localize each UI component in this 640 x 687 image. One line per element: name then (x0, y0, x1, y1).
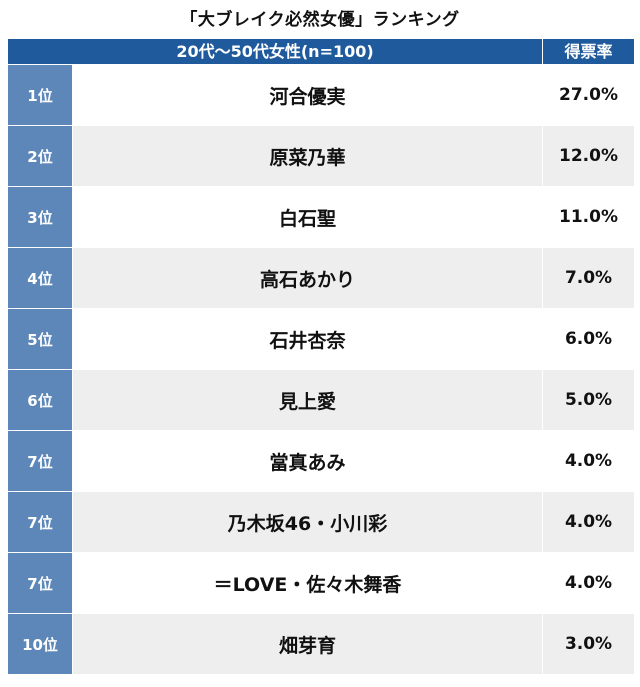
rank-cell: 5位 (7, 308, 73, 370)
actress-name-cell: 白石聖 (71, 186, 544, 248)
ranking-table: 20代〜50代女性(n=100) 得票率 1位 河合優実 27.0% 2位 原菜乃華 12… (6, 38, 636, 675)
table-row: 6位 見上愛 5.0% (7, 369, 636, 431)
actress-name-cell: 畑芽育 (71, 613, 544, 675)
vote-share-cell: 27.0% (542, 64, 636, 126)
header-value-label: 得票率 (542, 38, 636, 65)
rank-cell: 7位 (7, 491, 73, 553)
actress-name-cell: 乃木坂46・小川彩 (71, 491, 544, 553)
table-row: 3位 白石聖 11.0% (7, 186, 636, 248)
table-row: 7位 乃木坂46・小川彩 4.0% (7, 491, 636, 553)
vote-share-cell: 4.0% (542, 552, 636, 614)
rank-cell: 6位 (7, 369, 73, 431)
chart-title: 「大ブレイク必然女優」ランキング (180, 10, 460, 30)
actress-name-cell: 石井杏奈 (71, 308, 544, 370)
actress-name-cell: ＝LOVE・佐々木舞香 (71, 552, 544, 614)
rank-cell: 1位 (7, 64, 73, 126)
rank-cell: 10位 (7, 613, 73, 675)
actress-name-cell: 高石あかり (71, 247, 544, 309)
table-body: 1位 河合優実 27.0% 2位 原菜乃華 12.0% 3位 白石聖 11.0% 4位 高石あかり 7… (7, 64, 636, 675)
table-row: 7位 當真あみ 4.0% (7, 430, 636, 492)
actress-name-cell: 當真あみ (71, 430, 544, 492)
rank-cell: 7位 (7, 552, 73, 614)
table-header-row: 20代〜50代女性(n=100) 得票率 (6, 38, 636, 65)
rank-cell: 2位 (7, 125, 73, 187)
vote-share-cell: 4.0% (542, 430, 636, 492)
vote-share-cell: 11.0% (542, 186, 636, 248)
rank-cell: 3位 (7, 186, 73, 248)
vote-share-cell: 7.0% (542, 247, 636, 309)
table-row: 2位 原菜乃華 12.0% (7, 125, 636, 187)
table-row: 1位 河合優実 27.0% (7, 64, 636, 126)
actress-name-cell: 原菜乃華 (71, 125, 544, 187)
table-row: 5位 石井杏奈 6.0% (7, 308, 636, 370)
vote-share-cell: 3.0% (542, 613, 636, 675)
vote-share-cell: 12.0% (542, 125, 636, 187)
actress-name-cell: 見上愛 (71, 369, 544, 431)
rank-cell: 7位 (7, 430, 73, 492)
header-group-label: 20代〜50代女性(n=100) (6, 38, 544, 65)
vote-share-cell: 6.0% (542, 308, 636, 370)
table-row: 4位 高石あかり 7.0% (7, 247, 636, 309)
table-row: 10位 畑芽育 3.0% (7, 613, 636, 675)
vote-share-cell: 5.0% (542, 369, 636, 431)
actress-name-cell: 河合優実 (71, 64, 544, 126)
table-row: 7位 ＝LOVE・佐々木舞香 4.0% (7, 552, 636, 614)
vote-share-cell: 4.0% (542, 491, 636, 553)
rank-cell: 4位 (7, 247, 73, 309)
